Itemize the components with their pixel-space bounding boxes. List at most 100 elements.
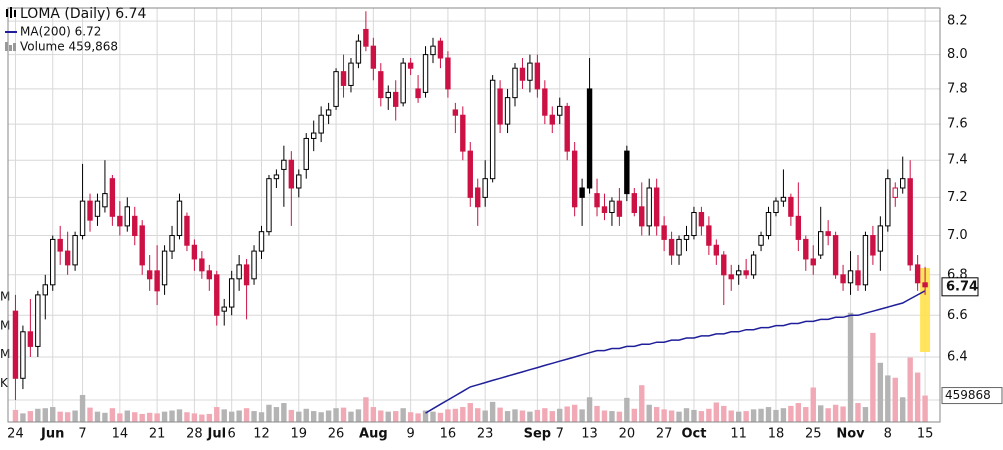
candle-body [743,270,749,276]
volume-bar [266,404,272,422]
x-tick-label: 21 [149,427,166,442]
volume-bar [154,413,160,422]
volume-bar [803,407,809,422]
volume-bar [348,411,354,422]
plot-frame [7,7,941,423]
volume-bar [363,397,369,422]
volume-bar [117,413,123,422]
candle-body [661,225,667,240]
candle-body [512,67,518,99]
volume-bar [616,411,623,422]
candle-body [72,235,78,266]
candle-body [102,193,108,208]
x-tick-label: Jul [206,427,226,442]
candle-body [750,254,757,276]
volume-bar [542,408,548,422]
volume-bar [370,407,377,422]
candle-body [631,193,638,214]
candle-body [653,187,660,227]
volume-bar [199,414,205,422]
candle-body [646,187,652,227]
legend-swatch [13,43,16,51]
volume-bars [12,312,928,422]
candle-body [221,306,227,312]
volume-tick-label: M [0,290,10,304]
candle-body [288,159,295,189]
candle-body [296,174,302,189]
candle-body [788,196,794,217]
candle-body [542,88,548,116]
candle-body [735,270,742,276]
candle-body [489,79,496,180]
chart-title: LOMA (Daily) 6.74 [20,6,146,22]
y-tick-label: 7.4 [947,153,968,168]
candle-body [176,200,183,237]
volume-bar [281,403,287,422]
candle-body [42,284,48,296]
volume-bar [586,397,593,422]
volume-bar [94,411,101,422]
volume-bar [385,411,391,422]
volume-bar [691,409,697,422]
y-tick-label: 7.8 [947,81,968,96]
volume-bar [191,413,198,422]
candle-body [549,114,555,125]
candle-body [765,212,772,237]
candle-body [94,200,101,217]
x-tick-label: 23 [477,427,494,442]
candle-body [228,278,235,308]
candle-body [691,212,697,237]
candle-body [907,178,913,266]
volume-bar [475,408,481,422]
candle-body [243,264,250,286]
volume-bar [870,332,876,422]
candle-body [310,132,317,139]
volume-bar [482,410,488,422]
volume-bar [325,410,332,422]
volume-bar [206,413,213,422]
candle-body [407,62,414,69]
candle-body [348,62,354,86]
x-tick-label: 15 [917,427,934,442]
x-tick-label: 12 [253,427,270,442]
candle-body [870,235,876,256]
volume-bar [273,407,280,422]
candle-body [922,282,928,288]
volume-bar [601,410,608,422]
candle-body [780,196,787,202]
volume-bar [102,412,108,422]
volume-bar [713,402,720,422]
candle-body [340,71,347,86]
volume-bar [758,408,764,422]
volume-bar [743,411,749,422]
candle-body [825,231,831,237]
volume-bar [519,410,526,422]
candle-body [713,244,720,256]
candle-body [795,215,802,240]
volume-bar [639,385,645,422]
volume-bar [885,375,891,422]
volume-bar [64,412,71,422]
y-tick-label: 8.2 [947,14,968,29]
candle-body [355,40,362,64]
volume-bar [50,407,56,422]
volume-bar [430,411,436,422]
candle-body [452,109,459,116]
candle-body [139,225,145,266]
volume-bar [460,407,466,422]
volume-bar [549,411,555,422]
x-tick-label: 8 [884,427,892,442]
candle-body [683,235,690,240]
volume-bar [631,408,638,422]
highlight [920,268,931,352]
candle-body [818,231,824,256]
volume-bar [393,411,399,422]
volume-bar [564,406,570,422]
x-tick-label: 28 [186,427,203,442]
candle-body [437,40,444,59]
volume-bar [668,410,675,422]
volume-bar [221,409,227,422]
candle-body [370,45,377,69]
candle-body [422,54,429,93]
